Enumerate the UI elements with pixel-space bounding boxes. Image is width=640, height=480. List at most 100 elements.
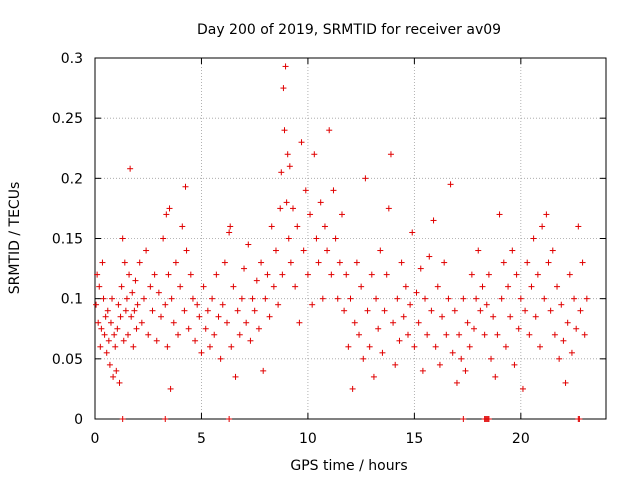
data-point	[485, 271, 492, 278]
data-point	[351, 319, 358, 326]
data-point	[286, 163, 293, 170]
data-point	[496, 211, 503, 218]
data-point	[528, 283, 535, 290]
data-point	[168, 295, 175, 302]
data-point	[181, 307, 188, 314]
data-point	[307, 211, 314, 218]
data-point	[485, 416, 492, 422]
data-point	[532, 313, 539, 320]
data-point	[266, 313, 273, 320]
data-point	[443, 331, 450, 338]
data-point	[313, 235, 320, 242]
data-point	[481, 331, 488, 338]
data-point	[164, 343, 171, 350]
data-point	[456, 331, 463, 338]
data-point	[119, 416, 126, 422]
data-point	[396, 337, 403, 344]
data-point	[492, 373, 499, 380]
y-tick-label: 0.25	[52, 111, 83, 127]
data-point	[404, 331, 411, 338]
data-point	[219, 301, 226, 308]
data-point	[328, 271, 335, 278]
data-point	[338, 211, 345, 218]
data-point	[483, 301, 490, 308]
data-point	[134, 301, 141, 308]
data-point	[345, 343, 352, 350]
data-point	[93, 301, 100, 308]
data-point	[330, 187, 337, 194]
data-point	[132, 277, 139, 284]
data-point	[556, 355, 563, 362]
data-point	[451, 307, 458, 314]
data-point	[130, 343, 137, 350]
x-tick-label: 15	[405, 431, 423, 447]
data-point	[336, 259, 343, 266]
data-point	[400, 313, 407, 320]
data-point	[202, 325, 209, 332]
y-tick-label: 0	[74, 412, 83, 428]
data-point	[102, 313, 109, 320]
data-point	[98, 325, 105, 332]
data-point	[434, 283, 441, 290]
data-point	[204, 307, 211, 314]
data-point	[290, 205, 297, 212]
data-point	[258, 259, 265, 266]
data-point	[422, 295, 429, 302]
data-point	[375, 325, 382, 332]
data-point	[298, 139, 305, 146]
data-point	[428, 307, 435, 314]
data-point	[294, 223, 301, 230]
data-point	[460, 295, 467, 302]
chart-title: Day 200 of 2019, SRMTID for receiver av0…	[197, 22, 501, 38]
data-point	[413, 289, 420, 296]
data-point	[317, 199, 324, 206]
data-point	[353, 259, 360, 266]
data-point	[315, 259, 322, 266]
data-point	[262, 295, 269, 302]
data-point	[409, 229, 416, 236]
data-point	[123, 295, 130, 302]
data-point	[462, 367, 469, 374]
data-point	[241, 265, 248, 272]
data-point	[449, 349, 456, 356]
data-point	[541, 295, 548, 302]
data-point	[227, 223, 234, 230]
data-point	[215, 313, 222, 320]
data-point	[430, 217, 437, 224]
data-point	[279, 271, 286, 278]
data-point	[392, 361, 399, 368]
data-point	[125, 331, 132, 338]
data-point	[464, 319, 471, 326]
data-point	[206, 343, 213, 350]
data-point	[145, 331, 152, 338]
data-point	[387, 151, 394, 158]
data-point	[460, 416, 467, 422]
data-point	[120, 337, 127, 344]
data-point	[381, 307, 388, 314]
data-point	[211, 331, 218, 338]
data-point	[566, 271, 573, 278]
data-point	[441, 259, 448, 266]
data-point	[332, 235, 339, 242]
data-point	[526, 331, 533, 338]
data-point	[358, 283, 365, 290]
y-tick-label: 0.05	[52, 352, 83, 368]
data-point	[502, 343, 509, 350]
data-point	[285, 235, 292, 242]
data-point	[107, 319, 114, 326]
data-point	[238, 295, 245, 302]
data-point	[282, 63, 289, 70]
data-point	[138, 319, 145, 326]
data-point	[277, 205, 284, 212]
x-tick-labels: 0 5 10 15 20	[91, 431, 530, 447]
data-point	[447, 181, 454, 188]
data-point	[106, 361, 113, 368]
data-point	[530, 235, 537, 242]
data-point	[554, 283, 561, 290]
data-point	[192, 337, 199, 344]
data-point	[490, 313, 497, 320]
data-point	[131, 307, 138, 314]
data-point	[417, 265, 424, 272]
data-point	[466, 343, 473, 350]
